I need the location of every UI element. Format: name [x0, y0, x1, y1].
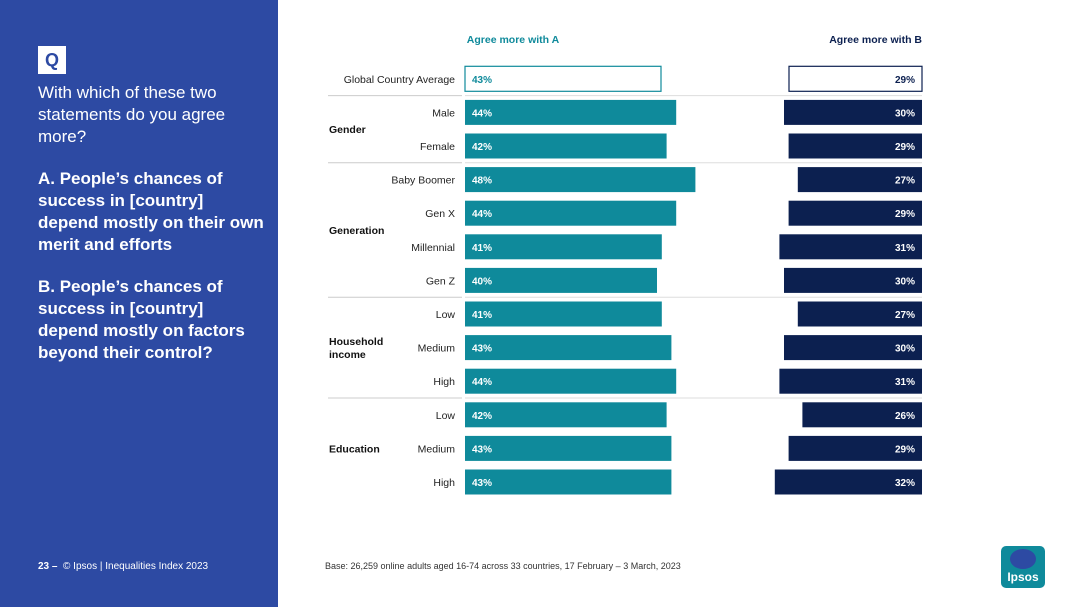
- bar-b-label: 32%: [895, 478, 915, 489]
- bar-a-label: 41%: [472, 243, 492, 254]
- bar-b-label: 30%: [895, 108, 915, 119]
- bar-b-label: 27%: [895, 310, 915, 321]
- category-label: High: [433, 376, 455, 388]
- bar-b-label: 31%: [895, 243, 915, 254]
- statement-b: B. People’s chances of success in [count…: [38, 277, 245, 362]
- bar-a: [465, 435, 672, 461]
- bar-a-label: 44%: [472, 108, 492, 119]
- bar-b: [784, 335, 922, 361]
- bar-a-label: 43%: [472, 344, 492, 355]
- bar-a-label: 48%: [472, 176, 492, 187]
- bar-a: [465, 267, 657, 293]
- bar-a: [464, 65, 662, 92]
- bar-a: [465, 200, 677, 226]
- bar-b: [797, 301, 922, 327]
- bar-a: [465, 402, 667, 428]
- category-label: Low: [436, 410, 456, 422]
- header-agree-b: Agree more with B: [829, 34, 922, 46]
- bar-b: [788, 200, 922, 226]
- bar-b-label: 29%: [895, 444, 915, 455]
- bar-b: [784, 99, 922, 125]
- bar-a: [465, 301, 662, 327]
- bar-b-label: 30%: [895, 276, 915, 287]
- question-text: With which of these two statements do yo…: [38, 83, 226, 146]
- header-agree-a: Agree more with A: [467, 34, 560, 46]
- q-badge: Q: [38, 46, 66, 74]
- group-label: income: [329, 349, 366, 361]
- footer-left: 23 – © Ipsos | Inequalities Index 2023: [38, 561, 208, 572]
- bar-a-label: 43%: [472, 75, 492, 86]
- bar-b: [779, 234, 922, 260]
- bar-a: [465, 469, 672, 495]
- bar-a-label: 42%: [472, 411, 492, 422]
- logo-text: Ipsos: [1007, 570, 1039, 584]
- category-label: Millennial: [411, 242, 455, 254]
- bar-a: [465, 133, 667, 159]
- left-panel: Q With which of these two statements do …: [0, 0, 278, 607]
- category-label: Gen X: [425, 208, 455, 220]
- bar-a-label: 42%: [472, 142, 492, 153]
- category-label: Medium: [418, 343, 456, 355]
- bar-a-label: 44%: [472, 377, 492, 388]
- base-note: Base: 26,259 online adults aged 16-74 ac…: [325, 561, 681, 571]
- category-label: Female: [420, 141, 455, 153]
- group-label: Household: [329, 336, 383, 348]
- ipsos-logo: Ipsos: [1001, 546, 1045, 588]
- group-label: Gender: [329, 124, 366, 136]
- bar-b: [788, 435, 922, 461]
- bar-a: [465, 167, 696, 193]
- statement-a: A. People’s chances of success in [count…: [38, 169, 264, 254]
- bar-b-label: 31%: [895, 377, 915, 388]
- bar-a-label: 43%: [472, 478, 492, 489]
- bar-b: [774, 469, 922, 495]
- bar-b: [797, 167, 922, 193]
- bar-a: [465, 368, 677, 394]
- bar-a: [465, 99, 677, 125]
- group-label: Generation: [329, 225, 384, 237]
- category-label: Baby Boomer: [391, 175, 455, 187]
- category-label: Global Country Average: [344, 74, 455, 86]
- bar-b: [784, 267, 922, 293]
- group-label: Education: [329, 443, 380, 455]
- bar-b-label: 29%: [895, 142, 915, 153]
- category-label: High: [433, 477, 455, 489]
- bar-b-label: 29%: [895, 75, 915, 86]
- bar-b: [779, 368, 922, 394]
- bar-b-label: 26%: [895, 411, 915, 422]
- bar-b-label: 30%: [895, 344, 915, 355]
- bar-b: [802, 402, 922, 428]
- bar-a: [465, 335, 672, 361]
- category-label: Low: [436, 309, 456, 321]
- footer-copyright: © Ipsos | Inequalities Index 2023: [63, 561, 209, 572]
- bar-b: [788, 133, 922, 159]
- category-label: Gen Z: [426, 275, 456, 287]
- bar-b-label: 27%: [895, 176, 915, 187]
- bar-a-label: 43%: [472, 444, 492, 455]
- bar-a-label: 40%: [472, 276, 492, 287]
- bar-a-label: 44%: [472, 209, 492, 220]
- category-label: Male: [432, 107, 455, 119]
- bar-a-label: 41%: [472, 310, 492, 321]
- bar-b-label: 29%: [895, 209, 915, 220]
- bar-a: [465, 234, 662, 260]
- category-label: Medium: [418, 443, 456, 455]
- bar-b: [788, 65, 923, 92]
- logo-wave-icon: [1010, 549, 1036, 569]
- page-number: 23 –: [38, 561, 58, 572]
